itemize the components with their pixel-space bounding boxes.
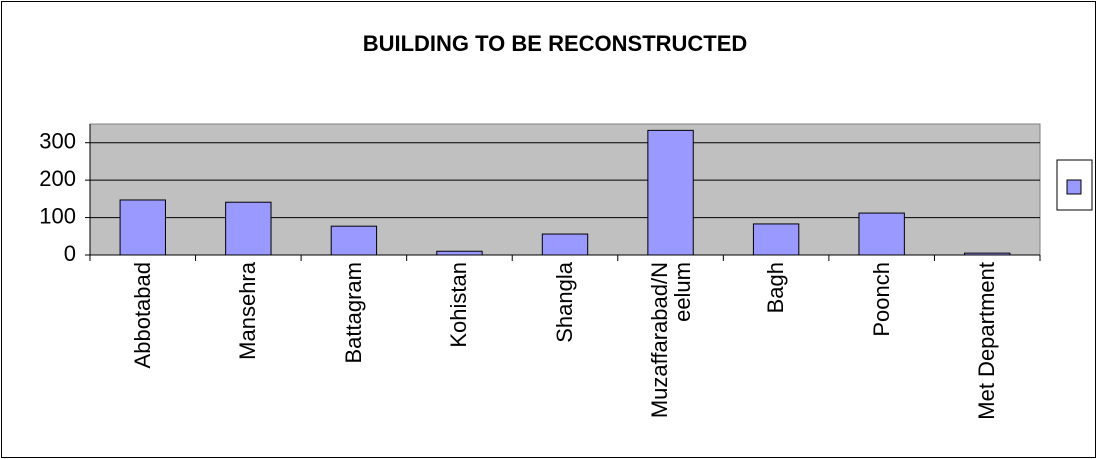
bar	[964, 252, 1011, 256]
x-tick-label-text: Mansehra	[235, 262, 261, 360]
x-tick-label-text: Kohistan	[446, 262, 472, 348]
x-tick-label: Bagh	[746, 262, 806, 430]
x-tick-label: Muzaffarabad/Neelum	[641, 262, 701, 430]
y-tick-label: 300	[39, 129, 76, 154]
x-tick-label-text: Abbotabad	[130, 262, 156, 369]
bar	[752, 223, 800, 256]
x-tick-label: Abbotabad	[113, 262, 173, 430]
x-tick-label-text: Muzaffarabad/Neelum	[646, 262, 695, 419]
bar	[436, 250, 483, 256]
bar	[119, 199, 166, 256]
x-tick-label: Battagram	[324, 262, 384, 430]
y-tick-label: 100	[39, 203, 76, 228]
bar	[225, 201, 272, 256]
x-tick-label-text: Met Department	[974, 262, 1000, 420]
bar	[330, 225, 378, 256]
chart-title: BUILDING TO BE RECONSTRUCTED	[363, 31, 748, 56]
x-tick-label: Kohistan	[429, 262, 489, 430]
legend-swatch	[1066, 179, 1082, 195]
y-tick-label: 0	[64, 241, 76, 266]
y-tick-label: 200	[39, 166, 76, 191]
x-tick-label: Poonch	[852, 262, 912, 430]
x-tick-label: Mansehra	[218, 262, 278, 430]
x-tick-label-text: Shangla	[552, 262, 578, 343]
bar	[541, 233, 589, 256]
x-tick-label: Shangla	[535, 262, 595, 430]
x-tick-label-text: Bagh	[763, 262, 789, 314]
x-tick-label-text: Poonch	[869, 262, 895, 337]
bar	[647, 129, 694, 256]
x-tick-label-text: Battagram	[341, 262, 367, 364]
bar	[858, 212, 905, 256]
x-tick-label: Met Department	[957, 262, 1017, 430]
